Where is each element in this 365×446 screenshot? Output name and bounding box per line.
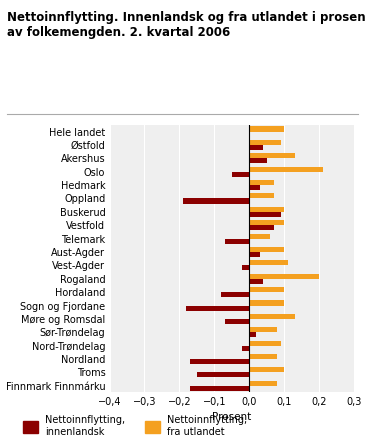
Bar <box>249 180 274 185</box>
Bar <box>249 354 277 359</box>
Bar <box>197 372 249 377</box>
Bar <box>249 247 284 252</box>
Bar <box>183 198 249 203</box>
Bar <box>249 225 274 230</box>
Bar <box>232 172 249 177</box>
Bar <box>249 194 274 198</box>
Bar <box>187 306 249 310</box>
Bar <box>225 239 249 244</box>
Bar <box>249 220 284 225</box>
Bar <box>249 287 284 292</box>
Bar <box>249 341 281 346</box>
Bar <box>190 359 249 364</box>
Bar <box>249 127 284 132</box>
Bar <box>190 386 249 391</box>
Bar <box>242 265 249 270</box>
Bar <box>249 368 284 372</box>
Bar <box>249 252 260 257</box>
Bar <box>249 185 260 190</box>
Bar <box>249 153 295 158</box>
Bar <box>249 234 270 239</box>
Bar <box>221 292 249 297</box>
Bar <box>249 314 295 319</box>
Bar <box>249 140 281 145</box>
Bar <box>249 381 277 386</box>
Bar <box>249 274 319 279</box>
Bar <box>249 301 284 306</box>
Bar <box>249 327 277 332</box>
Bar <box>225 319 249 324</box>
X-axis label: Prosent: Prosent <box>212 412 251 422</box>
Bar <box>249 212 281 217</box>
Text: Nettoinnflytting. Innenlandsk og fra utlandet i prosent
av folkemengden. 2. kvar: Nettoinnflytting. Innenlandsk og fra utl… <box>7 11 365 39</box>
Bar <box>249 145 263 150</box>
Bar <box>249 207 284 212</box>
Bar <box>249 279 263 284</box>
Bar <box>249 332 256 337</box>
Bar <box>249 167 323 172</box>
Bar <box>249 260 288 265</box>
Bar <box>249 158 267 163</box>
Bar <box>242 346 249 351</box>
Legend: Nettoinnflytting,
innenlandsk, Nettoinnflytting,
fra utlandet: Nettoinnflytting, innenlandsk, Nettoinnf… <box>23 415 247 437</box>
